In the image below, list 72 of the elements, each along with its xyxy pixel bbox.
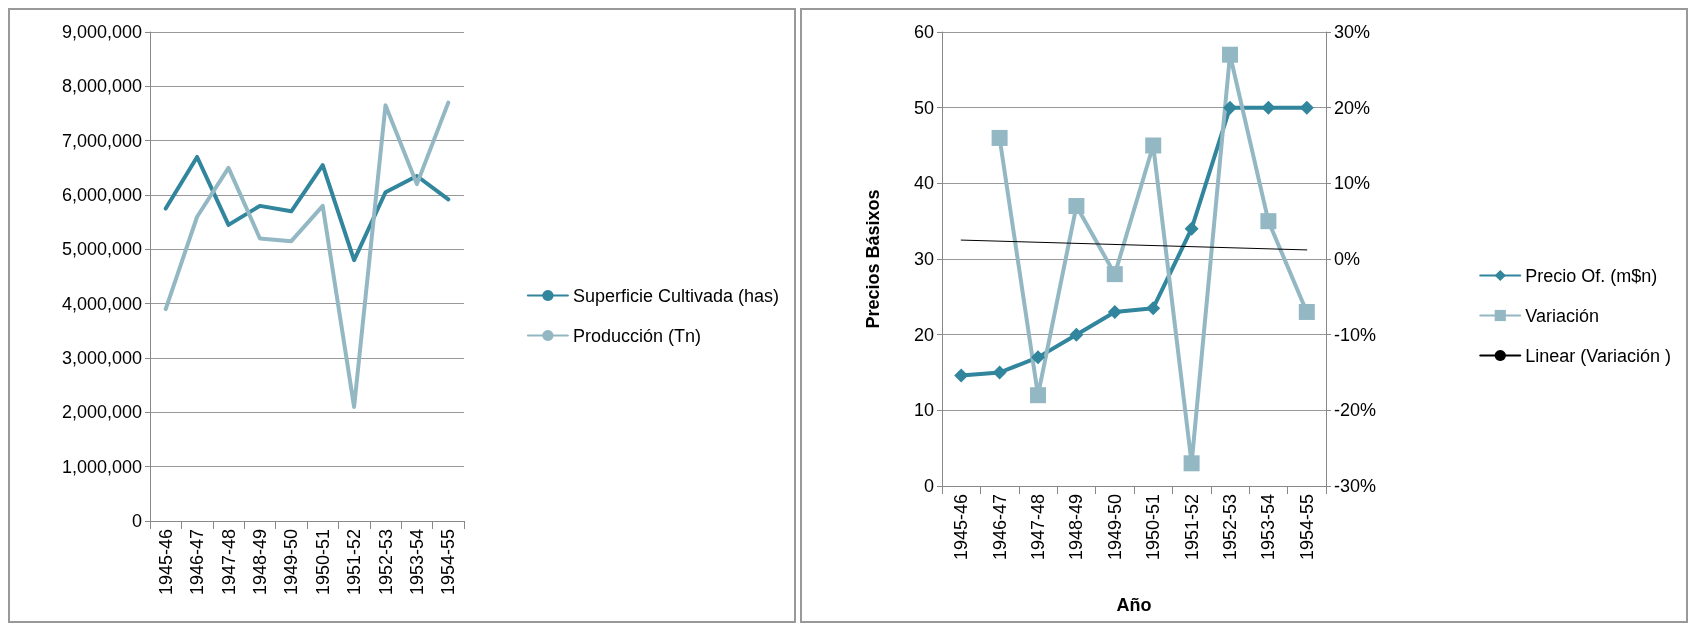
point [1068, 198, 1085, 215]
y-tick-label: 9,000,000 [61, 22, 142, 42]
point [1261, 100, 1276, 115]
y-tick-label: 30 [913, 249, 934, 269]
legend-label: Variación [1525, 305, 1599, 326]
x-tick-label: 1948-49 [249, 529, 270, 596]
point [991, 129, 1008, 146]
x-tick-label: 1948-49 [1066, 494, 1087, 561]
y2-tick-label: -10% [1334, 324, 1377, 345]
y2-tick-label: -30% [1334, 476, 1377, 496]
y-tick-label: 0 [131, 511, 142, 531]
x-tick-label: 1954-55 [1296, 494, 1317, 561]
y2-tick-label: 20% [1334, 97, 1371, 118]
point [1183, 455, 1200, 472]
x-tick-label: 1945-46 [951, 494, 972, 561]
point [1069, 327, 1084, 342]
y-tick-label: 40 [913, 173, 934, 194]
point [1222, 46, 1238, 63]
line-series [163, 100, 451, 409]
legend-label: Producción (Tn) [572, 325, 701, 346]
point [1299, 100, 1314, 115]
y-tick-label: 10 [913, 400, 934, 421]
y2-tick-label: -20% [1334, 400, 1377, 421]
x-tick-label: 1953-54 [1258, 494, 1279, 561]
y-tick-label: 60 [913, 22, 934, 42]
y2-tick-label: 10% [1334, 173, 1371, 194]
point [1260, 213, 1277, 230]
x-axis-title: Año [1116, 595, 1152, 615]
y2-tick-label: 30% [1334, 22, 1371, 42]
y-tick-label: 7,000,000 [61, 130, 142, 151]
x-tick-label: 1946-47 [989, 494, 1010, 561]
legend-label: Superficie Cultivada (has) [572, 285, 780, 306]
y-tick-label: 50 [913, 97, 934, 118]
point [992, 365, 1007, 380]
y-tick-label: 2,000,000 [61, 402, 142, 423]
point [1145, 137, 1162, 154]
x-tick-label: 1947-48 [1028, 494, 1048, 561]
x-tick-label: 1951-52 [344, 529, 365, 596]
y-tick-label: 6,000,000 [61, 185, 142, 205]
x-tick-label: 1950-51 [312, 529, 333, 596]
point [1106, 266, 1123, 283]
point [954, 368, 969, 383]
point [1223, 100, 1237, 115]
x-tick-label: 1952-53 [1220, 494, 1240, 561]
point [1030, 387, 1046, 404]
point [1146, 301, 1161, 316]
y2-tick-label: 0% [1334, 249, 1361, 269]
x-tick-label: 1949-50 [281, 529, 302, 596]
y-tick-label: 3,000,000 [61, 348, 142, 368]
legend-label: Linear (Variación ) [1525, 345, 1671, 366]
y-tick-label: 8,000,000 [61, 76, 142, 97]
y-tick-label: 20 [913, 324, 934, 345]
x-tick-label: 1950-51 [1143, 494, 1164, 561]
x-tick-label: 1953-54 [406, 529, 427, 596]
y-tick-label: 0 [923, 476, 934, 496]
legend-label: Precio Of. (m$n) [1525, 265, 1658, 286]
point [1184, 221, 1199, 236]
x-tick-label: 1954-55 [438, 529, 459, 596]
point [1107, 304, 1122, 319]
x-tick-label: 1945-46 [155, 529, 176, 596]
point [1298, 303, 1315, 320]
x-tick-label: 1949-50 [1104, 494, 1125, 561]
y-axis-title: Precios Básixos [863, 189, 883, 329]
x-tick-label: 1951-52 [1181, 494, 1202, 561]
x-tick-label: 1947-48 [218, 529, 239, 596]
y-tick-label: 4,000,000 [61, 293, 142, 314]
x-tick-label: 1946-47 [187, 529, 208, 596]
y-tick-label: 5,000,000 [61, 239, 142, 260]
y-tick-label: 1,000,000 [61, 456, 142, 477]
line-series [163, 154, 451, 263]
x-tick-label: 1952-53 [375, 529, 396, 596]
point [1031, 350, 1045, 365]
